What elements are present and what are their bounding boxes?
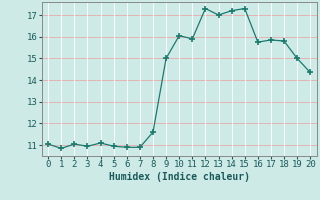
X-axis label: Humidex (Indice chaleur): Humidex (Indice chaleur) [109, 172, 250, 182]
